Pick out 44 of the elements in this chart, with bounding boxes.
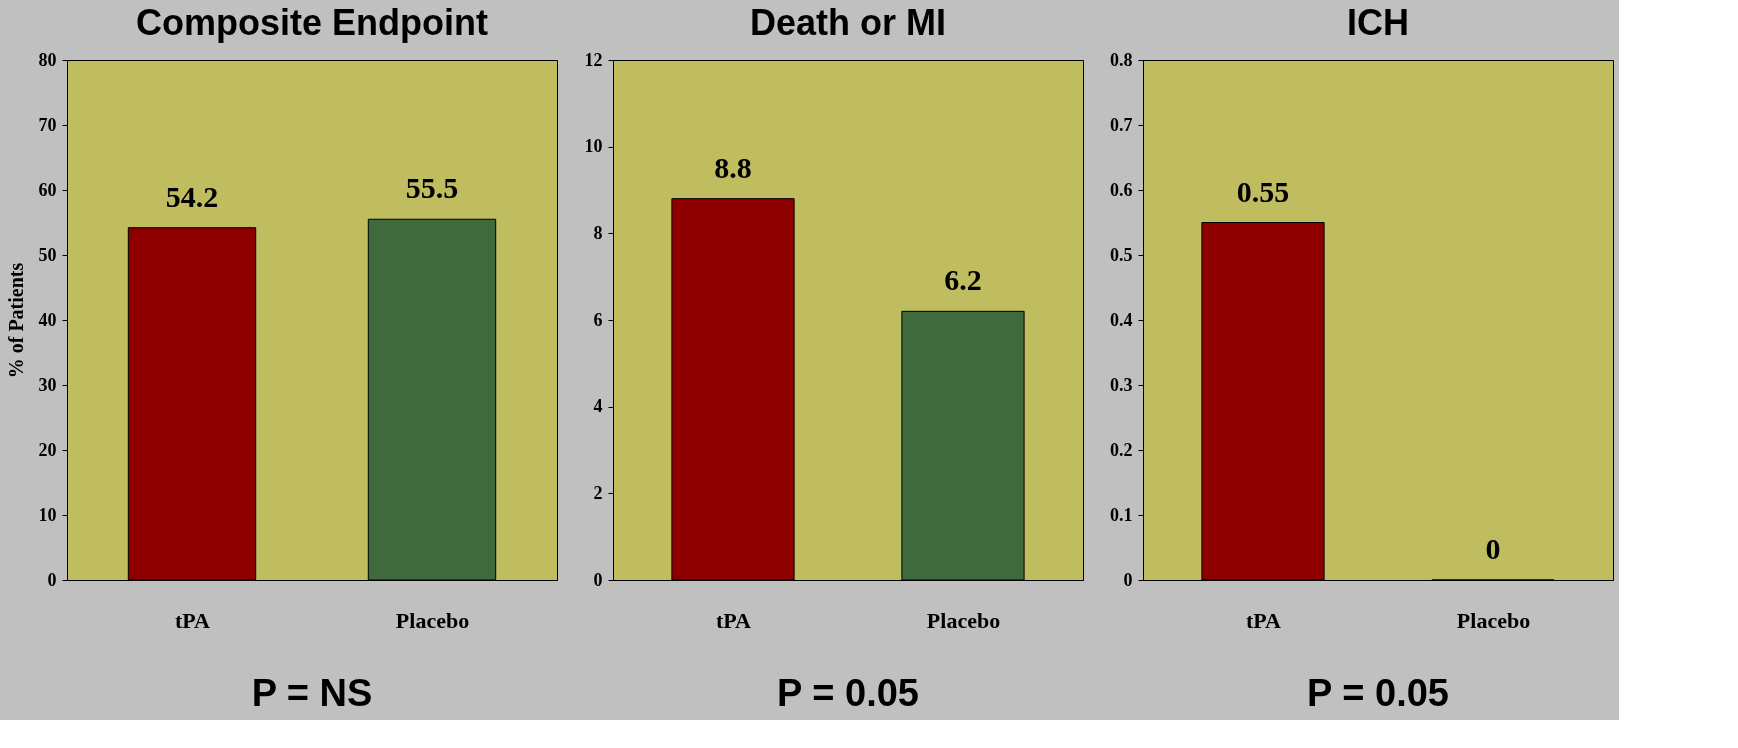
x-tick-label: Placebo: [395, 607, 470, 633]
y-tick-label: 0: [1123, 569, 1133, 590]
data-label: 8.8: [714, 150, 752, 184]
data-label: 6.2: [944, 263, 982, 297]
y-tick-label: 0: [593, 569, 603, 590]
y-axis-title: % of Patients: [4, 262, 27, 379]
text: P = 0.05: [1307, 672, 1449, 714]
data-label: 0: [1485, 532, 1501, 565]
text: P = NS: [251, 672, 373, 714]
chart-title: Death or MI: [749, 2, 947, 43]
y-tick-label: 0.3: [1110, 374, 1133, 395]
data-label: 55.5: [405, 171, 459, 205]
y-tick-label: 8: [593, 222, 603, 243]
y-tick-label: 10: [38, 504, 57, 525]
x-tick-label: tPA: [1245, 607, 1282, 633]
y-tick-label: 4: [593, 396, 603, 417]
y-tick-label: 0.7: [1110, 114, 1133, 135]
text: P = 0.05: [777, 672, 919, 714]
x-tick-label: Placebo: [926, 607, 1001, 633]
y-tick-label: 0.1: [1110, 504, 1133, 525]
y-tick-label: 50: [38, 244, 57, 265]
y-tick-label: 0: [47, 569, 57, 590]
chart-title: Composite Endpoint: [136, 2, 488, 43]
x-tick-label: tPA: [715, 607, 752, 633]
y-tick-label: 0.5: [1110, 244, 1133, 265]
y-tick-label: 2: [593, 482, 603, 503]
data-label: 54.2: [165, 179, 219, 213]
y-tick-label: 10: [584, 136, 603, 157]
y-tick-label: 0.4: [1110, 309, 1133, 330]
y-tick-label: 40: [38, 309, 57, 330]
y-tick-label: 12: [584, 49, 603, 70]
y-tick-label: 0.2: [1110, 439, 1133, 460]
chart-title: ICH: [1347, 2, 1409, 43]
y-tick-label: 70: [38, 114, 57, 135]
x-tick-label: Placebo: [1456, 607, 1531, 633]
x-tick-label: tPA: [174, 607, 211, 633]
y-tick-label: 20: [38, 439, 57, 460]
data-label: 0.55: [1236, 174, 1290, 208]
y-tick-label: 0.6: [1110, 179, 1133, 200]
y-tick-label: 60: [38, 179, 57, 200]
y-tick-label: 30: [38, 374, 57, 395]
y-tick-label: 6: [593, 309, 603, 330]
y-tick-label: 80: [38, 49, 57, 70]
y-tick-label: 0.8: [1110, 49, 1133, 70]
